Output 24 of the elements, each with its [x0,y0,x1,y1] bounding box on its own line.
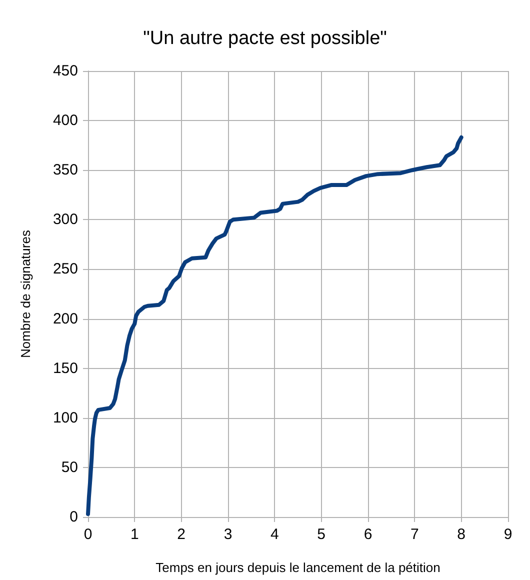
y-tick-label: 100 [52,409,78,426]
x-tick-label: 2 [177,526,186,543]
x-axis-title: Temps en jours depuis le lancement de la pétition [156,560,440,575]
y-tick-label: 150 [52,360,78,377]
y-axis-title: Nombre de signatures [18,230,33,358]
x-tick-label: 0 [84,526,92,543]
line-series [86,135,464,516]
x-tick-label: 9 [504,526,512,543]
x-tick-label: 7 [410,526,419,543]
y-tick-label: 450 [52,62,78,80]
x-tick-label: 3 [224,526,232,543]
x-tick-label: 6 [364,526,372,543]
y-tick-label: 400 [52,112,78,130]
y-tick-label: 0 [70,508,78,526]
x-tick-label: 1 [130,526,139,543]
y-tick-label: 300 [52,211,78,228]
x-tick-label: 5 [317,526,326,543]
chart-title: "Un autre pacte est possible" [143,28,387,49]
y-tick-label: 50 [61,458,78,476]
y-tick-label: 350 [52,162,78,179]
x-tick-label: 8 [457,526,466,543]
x-tick-label: 4 [270,526,279,543]
y-tick-label: 200 [52,310,78,328]
y-tick-label: 250 [52,260,78,278]
